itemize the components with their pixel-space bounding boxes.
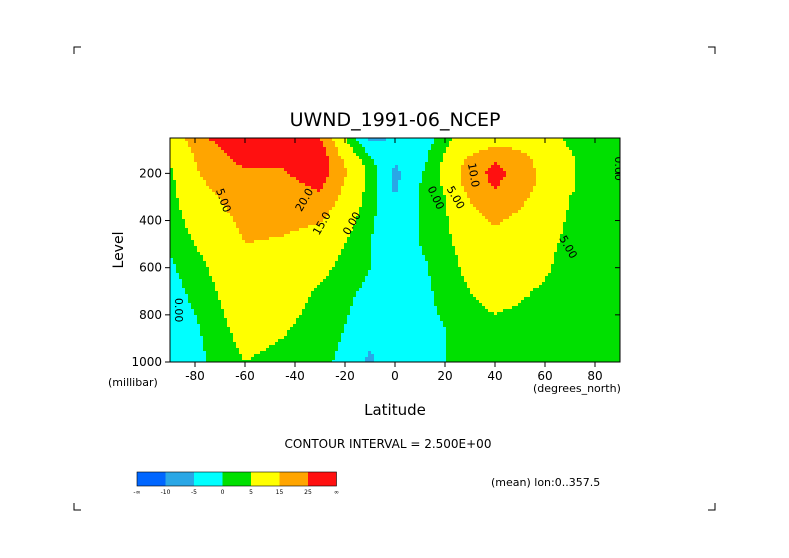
x-tick-label: 20	[437, 369, 452, 383]
colorbar-tick-label: 5	[249, 489, 253, 496]
x-tick-label: -60	[235, 369, 255, 383]
colorbar-tick-label: ∞	[334, 489, 339, 496]
contour-label: 0.00	[612, 156, 625, 181]
y-tick-label: 400	[139, 214, 162, 228]
colorbar-swatch	[194, 472, 223, 486]
colorbar-tick-label: -∞	[133, 489, 140, 496]
x-tick-label: -80	[185, 369, 205, 383]
contour-interval-text: CONTOUR INTERVAL = 2.500E+00	[285, 437, 492, 451]
colorbar-tick-label: -5	[191, 489, 197, 496]
y-unit-label: (millibar)	[108, 376, 158, 389]
colorbar-swatch	[279, 472, 308, 486]
x-tick-label: 80	[587, 369, 602, 383]
colorbar-swatch	[308, 472, 337, 486]
contour-label: 10.0	[465, 162, 482, 188]
colorbar-swatch	[137, 472, 166, 486]
colorbar-tick-label: 0	[221, 489, 225, 496]
y-tick-label: 800	[139, 308, 162, 322]
x-unit-label: (degrees_north)	[533, 382, 621, 395]
colorbar-frame	[136, 471, 337, 487]
contour-label: 0.00	[172, 298, 185, 323]
x-axis-label: Latitude	[364, 401, 426, 419]
x-axis: -80 -60 -40 -20 0 20 40 60 80	[185, 138, 603, 383]
x-tick-label: -20	[335, 369, 355, 383]
colorbar-tick-label: 25	[304, 489, 312, 496]
colorbar-swatch	[251, 472, 280, 486]
y-tick-label: 1000	[131, 355, 162, 369]
x-tick-label: 0	[391, 369, 399, 383]
x-tick-label: -40	[285, 369, 305, 383]
y-axis-label: Level	[111, 232, 127, 269]
y-axis: 200 400 600 800 1000	[131, 166, 620, 369]
colorbar-swatch	[165, 472, 194, 486]
y-tick-label: 600	[139, 261, 162, 275]
crop-marks	[73, 46, 716, 511]
colorbar-swatch	[222, 472, 251, 486]
x-tick-label: 60	[537, 369, 552, 383]
filled-contours	[170, 138, 620, 362]
y-tick-label: 200	[139, 166, 162, 180]
chart-title: UWND_1991-06_NCEP	[290, 109, 501, 131]
x-tick-label: 40	[487, 369, 502, 383]
colorbar-tick-label: 15	[276, 489, 284, 496]
colorbar: -∞ -10 -5 0 5 15 25 ∞	[133, 471, 339, 496]
colorbar-tick-label: -10	[161, 489, 171, 496]
mean-text: (mean) lon:0..357.5	[491, 476, 600, 489]
